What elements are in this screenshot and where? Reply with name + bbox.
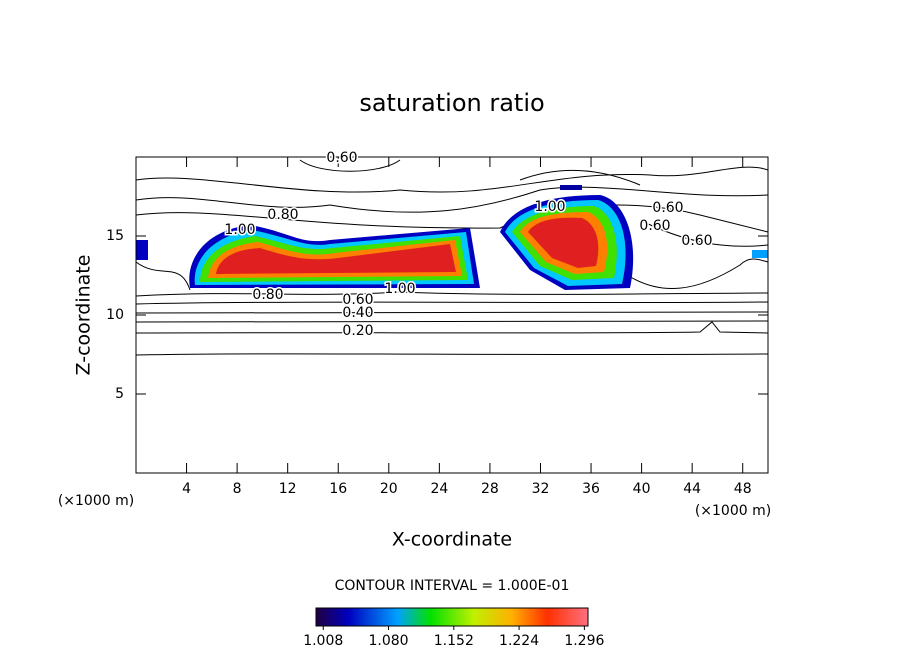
contour-label: 0.60 [326, 150, 357, 166]
y-unit: (×1000 m) [58, 493, 134, 509]
colorbar-tick-label: 1.152 [434, 633, 474, 649]
contour-label: 0.60 [639, 218, 670, 234]
y-tick-label: 10 [106, 307, 124, 323]
contour-label: 1.00 [534, 199, 565, 215]
x-tick-label: 40 [633, 481, 651, 497]
saturation-field [136, 185, 768, 290]
x-axis-label: X-coordinate [392, 529, 512, 551]
chart-title: saturation ratio [359, 89, 544, 117]
field [135, 159, 769, 356]
x-tick-label: 8 [233, 481, 242, 497]
x-tick-label: 28 [481, 481, 499, 497]
contour-interval: CONTOUR INTERVAL = 1.000E-01 [335, 578, 570, 594]
contour-label: 1.00 [224, 222, 255, 238]
y-axis-label: Z-coordinate [73, 255, 95, 376]
y-tick-label: 15 [106, 228, 124, 244]
x-tick-label: 20 [380, 481, 398, 497]
colorbar-tick-label: 1.224 [499, 633, 539, 649]
contour-label: 0.60 [681, 233, 712, 249]
colorbar-tick-label: 1.296 [564, 633, 604, 649]
x-tick-label: 12 [279, 481, 297, 497]
contour-label: 0.60 [342, 292, 373, 308]
contour-label: 0.80 [252, 287, 283, 303]
contour-label: 0.60 [652, 200, 683, 216]
x-tick-label: 4 [182, 481, 191, 497]
x-tick-label: 44 [683, 481, 701, 497]
contour-label: 0.20 [342, 323, 373, 339]
contour-label: 1.00 [384, 281, 415, 297]
colorbar-tick-label: 1.080 [368, 633, 408, 649]
x-tick-label: 16 [329, 481, 347, 497]
x-tick-label: 24 [430, 481, 448, 497]
x-tick-label: 36 [582, 481, 600, 497]
contour-label: 0.40 [342, 305, 373, 321]
x-unit: (×1000 m) [695, 503, 771, 519]
colorbar-tick-label: 1.008 [303, 633, 343, 649]
colorbar [315, 607, 589, 627]
contour-label: 0.80 [267, 207, 298, 223]
y-tick-label: 5 [115, 386, 124, 402]
x-tick-label: 32 [532, 481, 550, 497]
x-tick-label: 48 [734, 481, 752, 497]
